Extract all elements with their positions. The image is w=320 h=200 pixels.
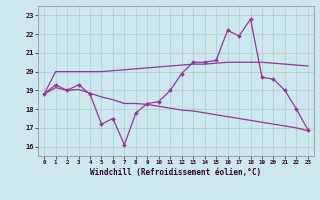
X-axis label: Windchill (Refroidissement éolien,°C): Windchill (Refroidissement éolien,°C) xyxy=(91,168,261,177)
